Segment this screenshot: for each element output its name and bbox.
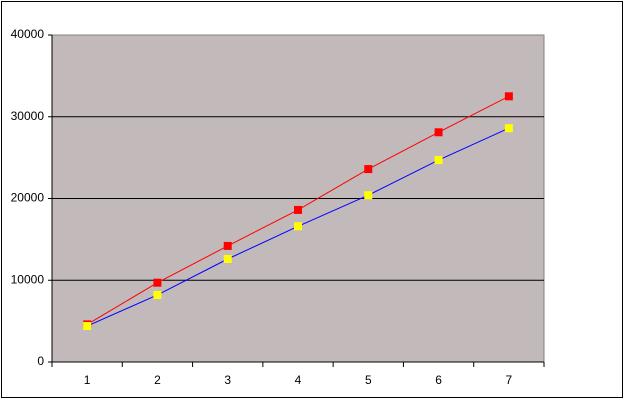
marker: [504, 92, 513, 101]
y-tick-label: 10000: [11, 272, 45, 286]
marker: [434, 128, 443, 137]
marker: [223, 254, 232, 263]
x-tick-label: 7: [506, 373, 513, 387]
marker: [504, 124, 513, 133]
marker: [364, 165, 373, 174]
marker: [294, 205, 302, 214]
x-tick-label: 3: [224, 373, 231, 387]
marker: [434, 156, 443, 165]
marker: [223, 241, 232, 250]
x-tick-label: 5: [365, 373, 372, 387]
marker: [364, 191, 373, 200]
marker: [83, 322, 92, 331]
x-tick-label: 6: [435, 373, 442, 387]
y-tick-label: 30000: [11, 109, 45, 123]
y-tick-label: 0: [37, 354, 44, 368]
y-tick-label: 20000: [11, 191, 45, 205]
x-tick-label: 4: [295, 373, 302, 387]
marker: [153, 290, 162, 299]
x-tick-label: 1: [84, 373, 91, 387]
marker: [153, 278, 162, 287]
marker: [294, 222, 302, 231]
y-tick-label: 40000: [11, 27, 45, 41]
x-tick-label: 2: [154, 373, 161, 387]
